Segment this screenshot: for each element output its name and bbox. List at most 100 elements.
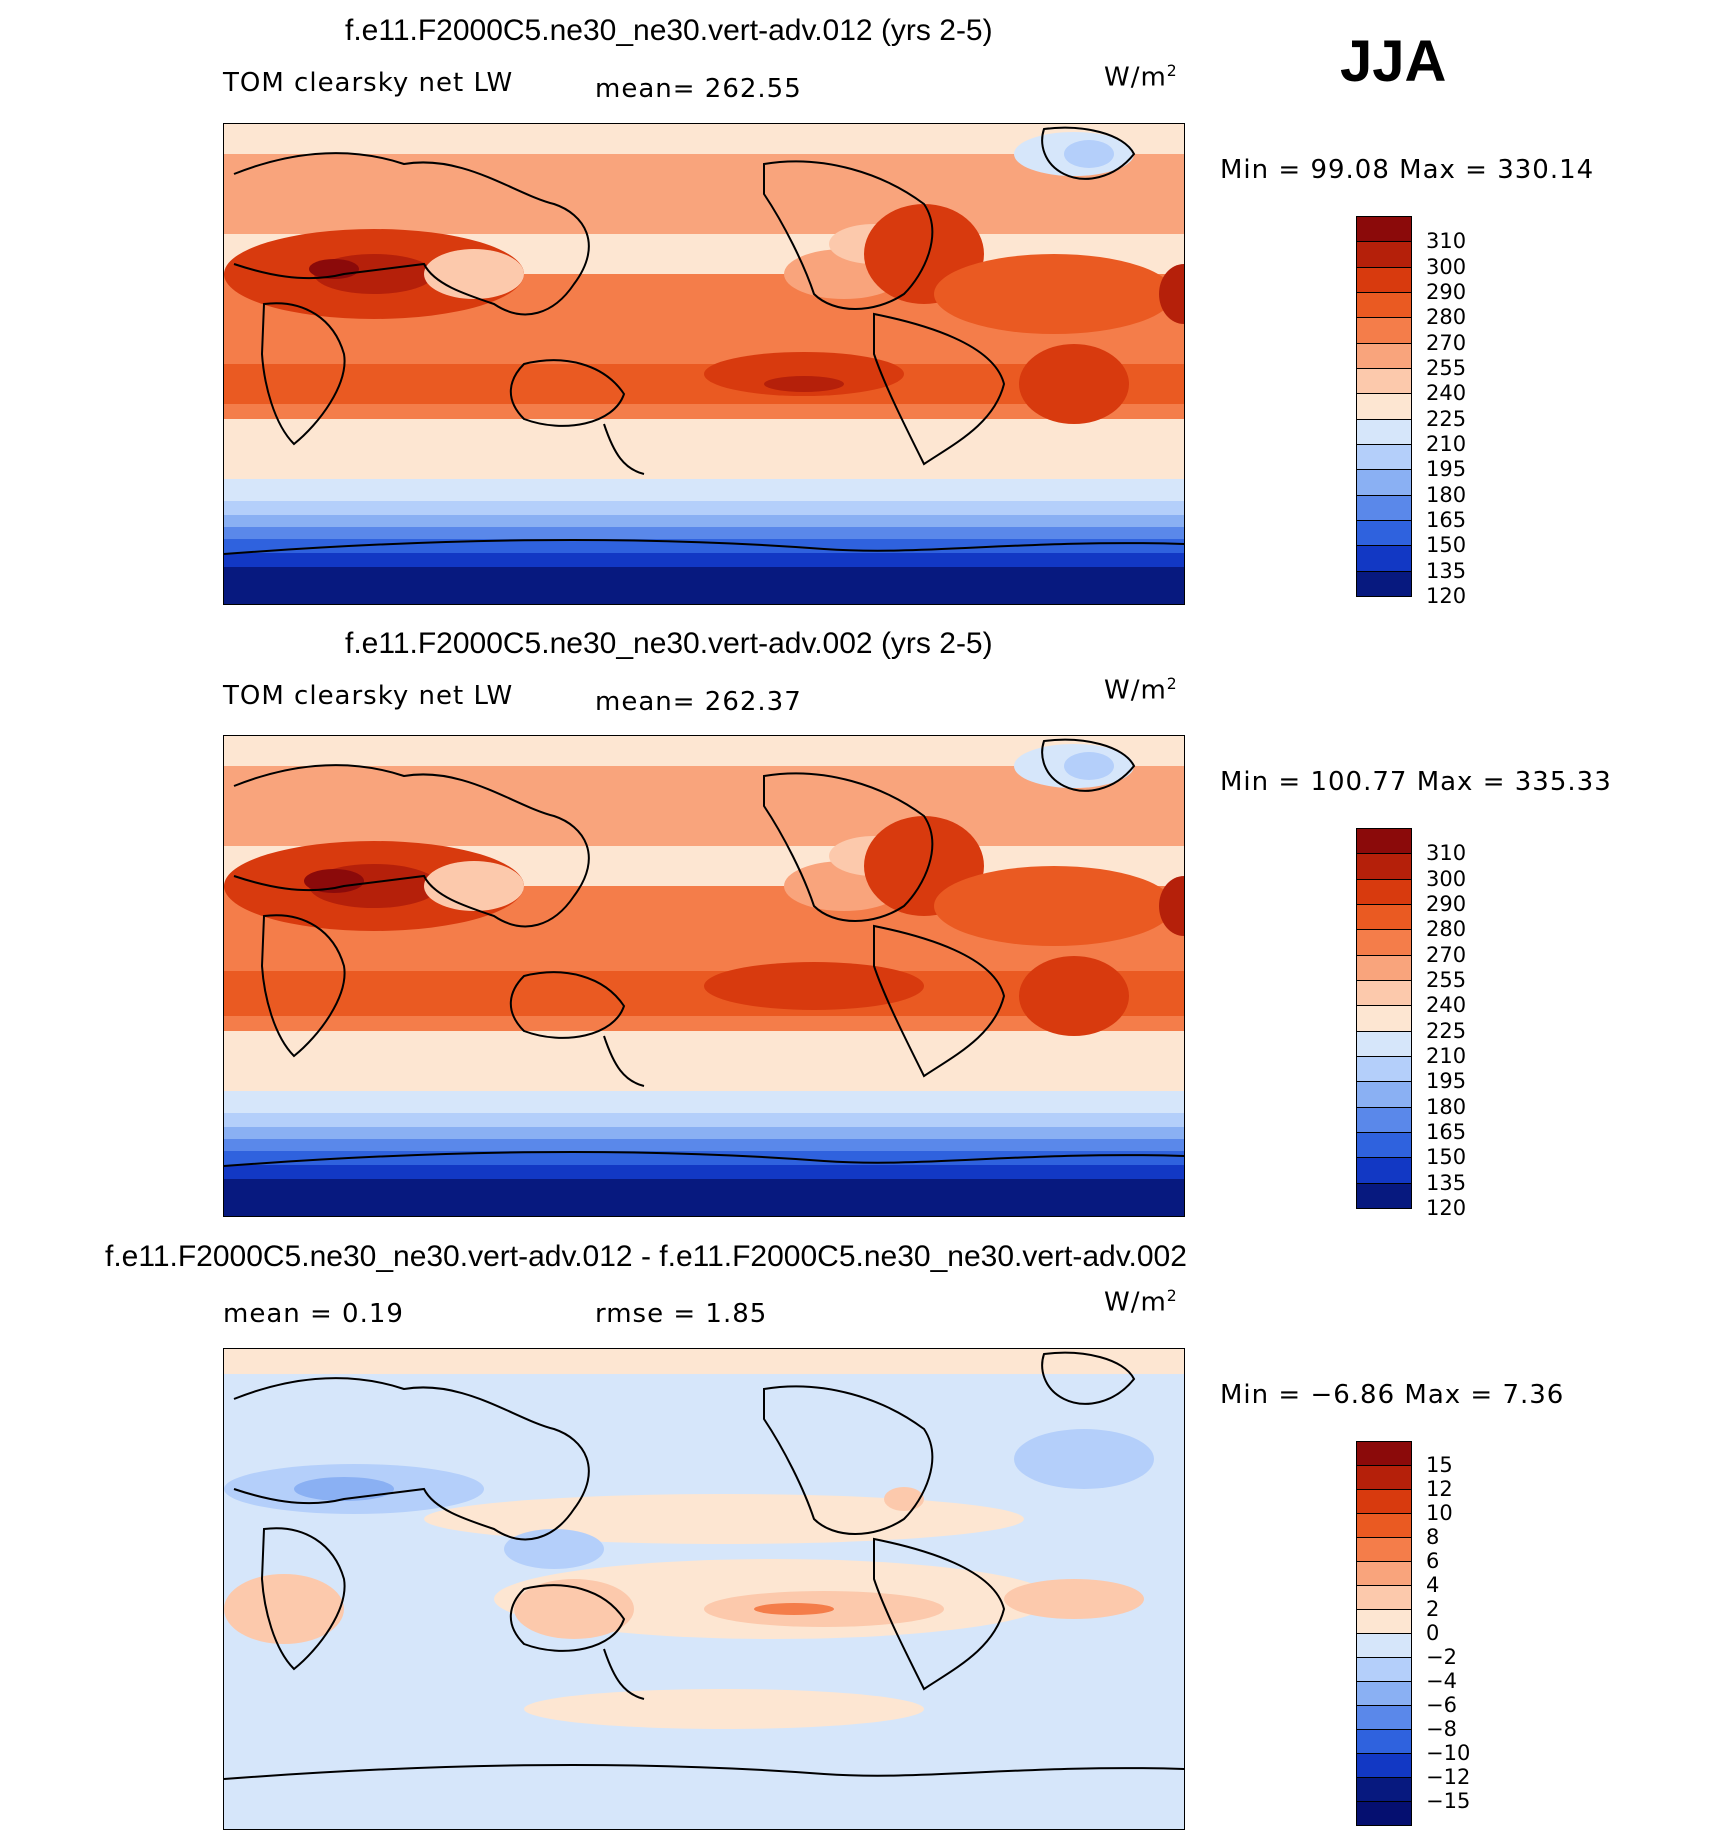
colorbar-cell [1356, 317, 1412, 344]
colorbar-tick-label: 210 [1426, 1044, 1467, 1068]
colorbar-tick-label: −6 [1426, 1693, 1457, 1717]
colorbar-tick-label: −4 [1426, 1669, 1457, 1693]
colorbar-tick-label: 135 [1426, 1170, 1467, 1195]
colorbar-cell [1356, 570, 1412, 597]
colorbar-cell [1356, 216, 1412, 243]
panel-3-title: f.e11.F2000C5.ne30_ne30.vert-adv.012 - f… [105, 1240, 1187, 1273]
colorbar-cell [1356, 444, 1412, 471]
colorbar-tick-label: 270 [1426, 942, 1467, 967]
panel-2-map [223, 735, 1185, 1217]
panel-3-units: W/m2 [1104, 1287, 1178, 1318]
colorbar-tick-label: 12 [1426, 1477, 1453, 1501]
colorbar-tick-label: 240 [1426, 381, 1467, 406]
colorbar-cell [1356, 1657, 1412, 1682]
colorbar-cell [1356, 494, 1412, 521]
panel-3-minmax: Min = −6.86 Max = 7.36 [1220, 1380, 1565, 1410]
colorbar-cell [1356, 929, 1412, 956]
colorbar-tick-label: 120 [1426, 1196, 1467, 1220]
season-label: JJA [1340, 29, 1447, 94]
panel-3-rmse: rmse = 1.85 [595, 1299, 768, 1329]
colorbar-tick-label: 8 [1426, 1525, 1440, 1549]
colorbar-cell [1356, 292, 1412, 319]
panel-2-title: f.e11.F2000C5.ne30_ne30.vert-adv.002 (yr… [345, 627, 993, 660]
colorbar-cell [1356, 1132, 1412, 1159]
colorbar-cell [1356, 1801, 1412, 1826]
colorbar-cell [1356, 1182, 1412, 1209]
colorbar-cell [1356, 342, 1412, 369]
panel-1-map [223, 123, 1185, 605]
colorbar-tick-label: 225 [1426, 1018, 1467, 1043]
colorbar-tick-label: 4 [1426, 1573, 1440, 1597]
panel-1-colorbar: 310 300 290 280 270 255 240 225 210 195 180 165 150 1… [1356, 216, 1466, 608]
colorbar-tick-label: −2 [1426, 1645, 1457, 1669]
colorbar-tick-label: 195 [1426, 457, 1467, 482]
panel-1-title: f.e11.F2000C5.ne30_ne30.vert-adv.012 (yr… [345, 14, 993, 47]
colorbar-tick-label: 165 [1426, 508, 1467, 532]
colorbar-tick-label: 10 [1426, 1501, 1453, 1525]
colorbar-tick-label: −15 [1426, 1789, 1471, 1813]
colorbar-cell [1356, 954, 1412, 981]
colorbar-tick-label: 255 [1426, 968, 1467, 992]
colorbar-tick-label: −10 [1426, 1741, 1471, 1765]
colorbar-tick-label: 225 [1426, 406, 1467, 431]
colorbar-cell [1356, 545, 1412, 572]
colorbar-cell [1356, 1585, 1412, 1610]
colorbar-tick-label: 150 [1426, 533, 1467, 558]
colorbar-cell [1356, 1609, 1412, 1634]
colorbar-cell [1356, 1513, 1412, 1538]
colorbar-tick-label: 180 [1426, 1094, 1467, 1119]
panel-2-minmax: Min = 100.77 Max = 335.33 [1220, 767, 1612, 797]
colorbar-cell [1356, 1106, 1412, 1133]
colorbar-tick-label: 300 [1426, 866, 1467, 891]
colorbar-cell [1356, 1030, 1412, 1057]
colorbar-cell [1356, 1081, 1412, 1108]
panel-3-colorbar: 15 12 10 8 6 4 2 0 −2 −4 −6 −8 −10 −12 −15 [1356, 1441, 1470, 1826]
colorbar-cell [1356, 1705, 1412, 1730]
colorbar-tick-label: 280 [1426, 917, 1467, 942]
colorbar-tick-label: 15 [1426, 1453, 1453, 1477]
colorbar-cell [1356, 1441, 1412, 1466]
colorbar-tick-label: 270 [1426, 330, 1467, 355]
panel-2-units: W/m2 [1104, 675, 1178, 706]
colorbar-cell [1356, 418, 1412, 445]
panel-1-units: W/m2 [1104, 62, 1178, 93]
colorbar-cell [1356, 520, 1412, 547]
colorbar-tick-label: 180 [1426, 482, 1467, 507]
colorbar-tick-label: 310 [1426, 229, 1467, 254]
colorbar-tick-label: −12 [1426, 1765, 1471, 1789]
colorbar-tick-label: 195 [1426, 1069, 1467, 1094]
colorbar-tick-label: 290 [1426, 280, 1467, 304]
colorbar-cell [1356, 1561, 1412, 1586]
colorbar-tick-label: 280 [1426, 305, 1467, 330]
colorbar-cell [1356, 1729, 1412, 1754]
colorbar-cell [1356, 1056, 1412, 1083]
colorbar-cell [1356, 980, 1412, 1007]
colorbar-cell [1356, 1465, 1412, 1490]
panel-2-mean: mean= 262.37 [595, 687, 802, 717]
colorbar-tick-label: 150 [1426, 1145, 1467, 1170]
panel-1-variable: TOM clearsky net LW [223, 68, 514, 98]
colorbar-cell [1356, 853, 1412, 880]
colorbar-cell [1356, 1537, 1412, 1562]
colorbar-cell [1356, 266, 1412, 293]
colorbar-cell [1356, 393, 1412, 420]
colorbar-tick-label: 165 [1426, 1120, 1467, 1144]
colorbar-tick-label: 210 [1426, 432, 1467, 456]
colorbar-tick-label: 6 [1426, 1549, 1440, 1573]
panel-3-mean: mean = 0.19 [223, 1299, 404, 1329]
colorbar-tick-label: 135 [1426, 558, 1467, 583]
panel-2-colorbar: 310 300 290 280 270 255 240 225 210 195 180 165 150 1… [1356, 828, 1466, 1220]
colorbar-cell [1356, 1753, 1412, 1778]
colorbar-cell [1356, 241, 1412, 268]
colorbar-cell [1356, 904, 1412, 931]
colorbar-tick-label: 0 [1426, 1621, 1440, 1645]
colorbar-tick-label: 120 [1426, 584, 1467, 608]
colorbar-tick-label: 290 [1426, 892, 1467, 916]
panel-1-mean: mean= 262.55 [595, 74, 802, 104]
panel-1-minmax: Min = 99.08 Max = 330.14 [1220, 155, 1595, 185]
colorbar-cell [1356, 1681, 1412, 1706]
colorbar-cell [1356, 1157, 1412, 1184]
colorbar-tick-label: 2 [1426, 1597, 1440, 1621]
panel-2-variable: TOM clearsky net LW [223, 681, 514, 711]
colorbar-cell [1356, 1005, 1412, 1032]
